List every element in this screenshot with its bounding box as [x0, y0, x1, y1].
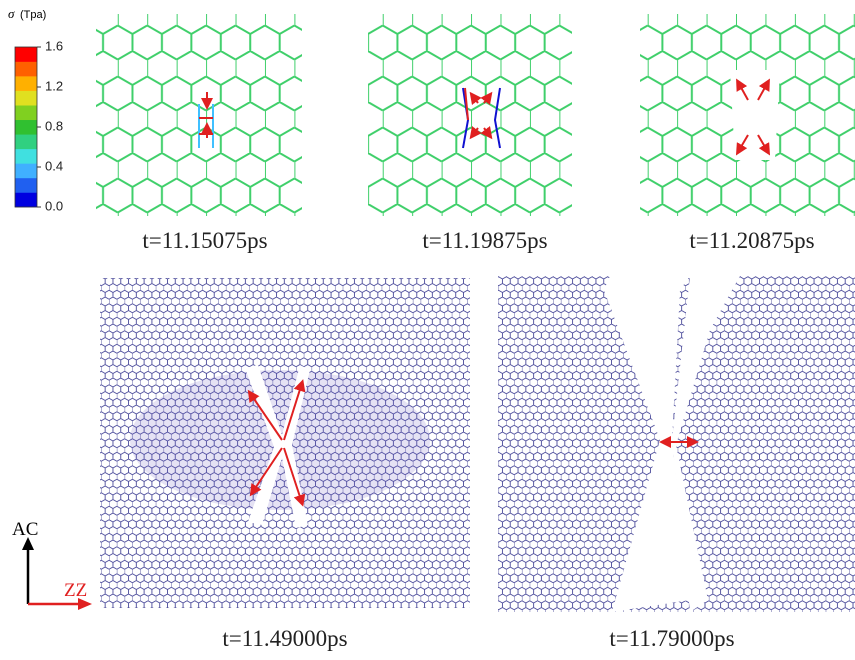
caption: t=11.49000ps	[222, 626, 347, 651]
colorbar-segment	[15, 105, 37, 120]
axis-label-zz: ZZ	[64, 580, 87, 601]
caption: t=11.19875ps	[422, 228, 547, 253]
colorbar-segment	[15, 134, 37, 149]
colorbar: σ (Tpa) 0.0 0.4 0.8 1.2 1.6	[8, 6, 63, 213]
orientation-axes: AC ZZ	[12, 519, 92, 610]
colorbar-segment	[15, 178, 37, 193]
colorbar-unit: (Tpa)	[20, 9, 46, 21]
colorbar-segment	[15, 163, 37, 178]
panel-3: t=11.20875ps	[640, 14, 855, 253]
panel-2: t=11.19875ps	[368, 14, 572, 253]
caption: t=11.15075ps	[142, 228, 267, 253]
colorbar-segment	[15, 47, 37, 62]
colorbar-tick-label: 1.2	[45, 78, 63, 93]
colorbar-tick-label: 0.0	[45, 198, 63, 213]
colorbar-segment	[15, 62, 37, 77]
colorbar-segment	[15, 120, 37, 135]
panel-5: t=11.79000ps	[498, 276, 855, 651]
axis-label-ac: AC	[12, 519, 38, 540]
panel-1: t=11.15075ps	[96, 14, 302, 253]
colorbar-segment	[15, 76, 37, 91]
colorbar-symbol: σ	[8, 6, 15, 21]
caption: t=11.79000ps	[609, 626, 734, 651]
caption: t=11.20875ps	[689, 228, 814, 253]
colorbar-segment	[15, 192, 37, 207]
colorbar-segment	[15, 149, 37, 164]
panel-4: t=11.49000ps	[100, 278, 470, 651]
colorbar-tick-label: 1.6	[45, 38, 63, 53]
colorbar-tick-label: 0.8	[45, 118, 63, 133]
colorbar-segment	[15, 91, 37, 106]
colorbar-tick-label: 0.4	[45, 158, 63, 173]
figure: σ (Tpa) 0.0 0.4 0.8 1.2 1.6 t=11.15075ps t=1…	[0, 0, 855, 660]
